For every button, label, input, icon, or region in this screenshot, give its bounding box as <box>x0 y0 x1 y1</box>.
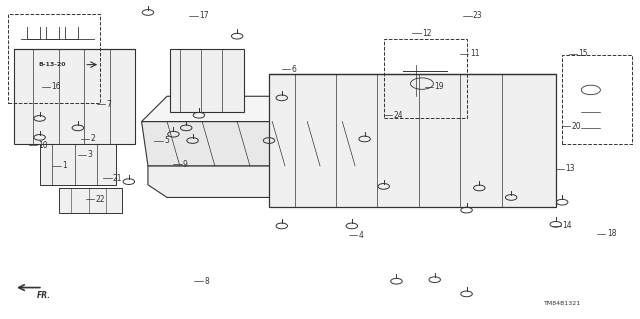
Text: 13: 13 <box>565 165 575 174</box>
Text: 9: 9 <box>183 160 188 169</box>
Text: 15: 15 <box>578 49 588 58</box>
Text: 14: 14 <box>562 221 572 230</box>
Bar <box>170 49 244 112</box>
Text: 5: 5 <box>164 136 169 145</box>
Bar <box>14 49 135 144</box>
Text: B-13-20: B-13-20 <box>38 62 66 67</box>
Text: 2: 2 <box>91 134 95 144</box>
Text: 22: 22 <box>96 195 105 204</box>
Polygon shape <box>141 122 384 166</box>
Text: TM84B1321: TM84B1321 <box>543 301 580 306</box>
Polygon shape <box>141 96 396 122</box>
Text: 16: 16 <box>51 82 61 91</box>
Text: 20: 20 <box>572 122 581 131</box>
Bar <box>40 144 116 185</box>
Text: 6: 6 <box>291 65 296 74</box>
Text: 7: 7 <box>106 100 111 109</box>
Text: 4: 4 <box>358 231 363 240</box>
Text: 18: 18 <box>607 229 616 238</box>
Text: 8: 8 <box>204 277 209 286</box>
Text: FR.: FR. <box>36 291 51 300</box>
Text: 10: 10 <box>38 141 48 150</box>
Text: 19: 19 <box>435 82 444 91</box>
Text: 21: 21 <box>113 174 122 183</box>
Bar <box>562 55 632 144</box>
Text: 23: 23 <box>473 11 483 20</box>
Polygon shape <box>148 166 371 197</box>
Bar <box>8 14 100 103</box>
Bar <box>59 188 122 213</box>
Text: 12: 12 <box>422 28 431 38</box>
Text: 24: 24 <box>394 111 403 120</box>
Bar <box>269 74 556 207</box>
Text: 3: 3 <box>88 150 92 159</box>
Text: 17: 17 <box>199 11 209 20</box>
Text: 11: 11 <box>470 49 479 58</box>
Text: 1: 1 <box>62 161 67 170</box>
Bar <box>384 39 467 118</box>
